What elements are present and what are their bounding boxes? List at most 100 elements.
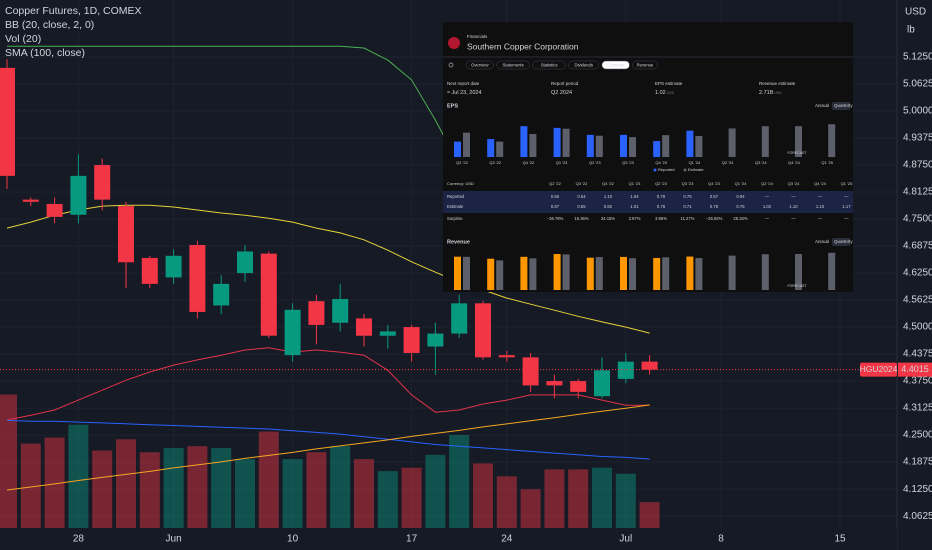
currency-label: USD — [905, 7, 926, 18]
field-label: Revenue estimate — [759, 81, 796, 86]
candle-body — [165, 255, 182, 278]
tab[interactable] — [568, 60, 600, 70]
table-cell: 0.82 — [604, 204, 613, 209]
candle-body — [118, 206, 134, 263]
period-toggle[interactable]: Quarterly — [834, 103, 853, 108]
mini-bar — [463, 132, 470, 157]
quarter-label: Q1 '24 — [689, 160, 701, 165]
table-cell: 0.76 — [657, 204, 666, 209]
field-value-text: 1.02 — [655, 90, 666, 96]
price-axis — [897, 0, 932, 550]
tab-label[interactable]: Revenue — [637, 62, 654, 67]
mini-bar — [620, 256, 627, 290]
quarter-label: Q1 '25 — [821, 160, 833, 165]
table-cell: 1.02 — [763, 204, 772, 209]
field-label: EPS estimate — [655, 81, 683, 86]
field-label: Report period — [551, 81, 579, 86]
indicator-legend[interactable]: SMA (100, close) — [5, 47, 85, 59]
field-value: 2.71BUSD — [759, 90, 782, 96]
price-label: 4.4015 — [901, 364, 929, 374]
mini-bar — [529, 134, 537, 157]
period-toggle[interactable]: Annual — [815, 239, 829, 244]
table-header: Q4 '23 — [708, 181, 720, 186]
field-value-text: ≈ Jul 23, 2024 — [447, 90, 482, 96]
indicator-legend[interactable]: BB (20, close, 2, 0) — [5, 19, 94, 31]
candle-body — [546, 381, 563, 386]
volume-bar — [68, 424, 89, 528]
table-cell: 11.27% — [681, 216, 695, 221]
quarter-label: Q2 '23 — [589, 160, 601, 165]
candle-body — [0, 67, 15, 176]
volume-bar — [187, 446, 208, 528]
mini-bar — [487, 139, 495, 157]
table-cell: — — [844, 216, 849, 221]
indicator-line — [6, 204, 650, 334]
candle-body — [46, 203, 63, 217]
x-tick-label: 24 — [501, 534, 513, 545]
y-tick-label: 5.1250 — [903, 52, 932, 63]
volume-bar — [615, 473, 636, 528]
tab[interactable] — [632, 60, 658, 70]
tab[interactable] — [601, 60, 630, 70]
field-value: ≈ Jul 23, 2024 — [447, 90, 482, 96]
mini-bar — [653, 257, 661, 290]
table-cell: 3.95% — [655, 216, 667, 221]
mini-bar — [463, 256, 470, 290]
quarter-label: Q4 '22 — [523, 160, 535, 165]
table-cell: 0.87 — [551, 204, 560, 209]
tab[interactable] — [465, 60, 494, 70]
toggle-active — [832, 238, 850, 246]
mini-bar — [695, 136, 703, 157]
quarter-label: Q3 '22 — [489, 160, 501, 165]
mini-bar — [828, 252, 836, 290]
x-tick-label: Jul — [619, 534, 632, 545]
volume-bar — [20, 443, 41, 528]
legend-label: Reported — [658, 167, 674, 172]
volume-bar — [354, 459, 374, 528]
forecast-tag: FORECAST — [787, 284, 807, 288]
table-header: Q2 '23 — [655, 181, 667, 186]
tab[interactable] — [496, 60, 530, 70]
tab-label[interactable]: Dividends — [575, 62, 593, 67]
y-tick-label: 4.1875 — [903, 457, 932, 468]
legend-label: Estimate — [688, 167, 704, 172]
tab[interactable] — [532, 60, 566, 70]
tab-label[interactable]: Statements — [503, 62, 524, 67]
panel-bg — [443, 22, 853, 292]
table-cell: 16.36% — [574, 216, 588, 221]
search-icon[interactable] — [448, 62, 454, 68]
mini-bar — [553, 127, 561, 157]
indicator-legend[interactable]: Vol (20) — [5, 33, 41, 45]
mini-bar — [686, 130, 694, 157]
table-cell: 0.79 — [683, 194, 692, 199]
y-tick-label: 4.1250 — [903, 484, 932, 495]
period-toggle[interactable]: Annual — [815, 103, 829, 108]
field-value-text: 2.71B — [759, 90, 774, 96]
unit-label: lb — [907, 25, 915, 36]
tab-label[interactable]: Statistics — [541, 62, 558, 67]
volume-bar — [306, 452, 327, 528]
forecast-tag: FORECAST — [787, 151, 807, 155]
mini-bar — [828, 124, 836, 157]
y-tick-label: 4.5000 — [903, 322, 932, 333]
table-cell: — — [765, 216, 770, 221]
candle-body — [498, 355, 515, 358]
table-cell: 0.64 — [577, 194, 586, 199]
candle-body — [94, 165, 111, 200]
mini-bar — [496, 260, 504, 290]
table-cell: — — [765, 194, 770, 199]
y-tick-label: 4.4375 — [903, 349, 932, 360]
table-highlight — [443, 191, 853, 213]
candle-body — [641, 361, 658, 370]
candle-body — [237, 251, 253, 274]
tab-label[interactable]: Overview — [471, 62, 489, 67]
quarter-label: Q3 '23 — [622, 160, 634, 165]
quarter-label: Q3 '24 — [755, 160, 767, 165]
candle-body — [260, 253, 277, 336]
table-header: Q1 '23 — [629, 181, 641, 186]
volume-bar — [92, 450, 113, 528]
tab-label[interactable]: Earnings — [607, 62, 624, 67]
period-toggle[interactable]: Quarterly — [834, 239, 853, 244]
volume-bar — [282, 459, 303, 528]
y-tick-label: 4.3125 — [903, 403, 932, 414]
